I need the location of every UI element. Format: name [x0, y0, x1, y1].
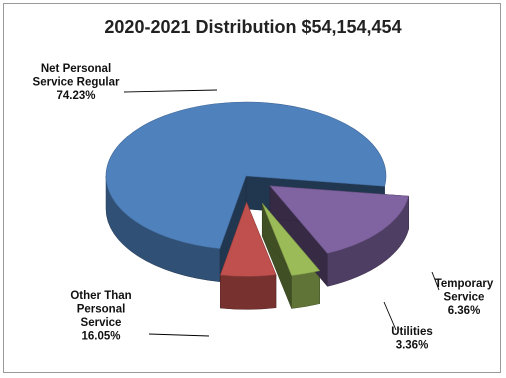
- utilities-leader-line: [383, 301, 397, 331]
- pie-chart: Net Personal Service Regular 74.23% Tempora…: [33, 63, 494, 352]
- other-than-personal-service-label: Other Than Personal Service 16.05%: [70, 290, 131, 343]
- utilities-slice: [261, 202, 321, 276]
- net-personal-service-regular-leader-line: [123, 89, 218, 93]
- temporary-service-label: Temporary Service 6.36%: [435, 278, 494, 317]
- chart-frame: 2020-2021 Distribution $54,154,454 Net P…: [3, 3, 501, 373]
- pie-tops: [105, 101, 410, 277]
- pie-labels: Net Personal Service Regular 74.23% Tempora…: [33, 63, 494, 352]
- temporary-service-rim: [220, 274, 277, 310]
- chart-title: 2020-2021 Distribution $54,154,454: [104, 17, 402, 37]
- other-than-personal-service-slice: [269, 185, 410, 254]
- temporary-service-leader-line: [431, 271, 440, 291]
- net-personal-service-regular-slice: [105, 101, 387, 250]
- temporary-service-slice: [219, 201, 277, 277]
- other-than-personal-service-leader-line: [148, 333, 210, 337]
- net-personal-service-regular-label: Net Personal Service Regular 74.23%: [33, 63, 120, 102]
- utilities-rim: [291, 270, 320, 309]
- utilities-label: Utilities 3.36%: [391, 326, 433, 352]
